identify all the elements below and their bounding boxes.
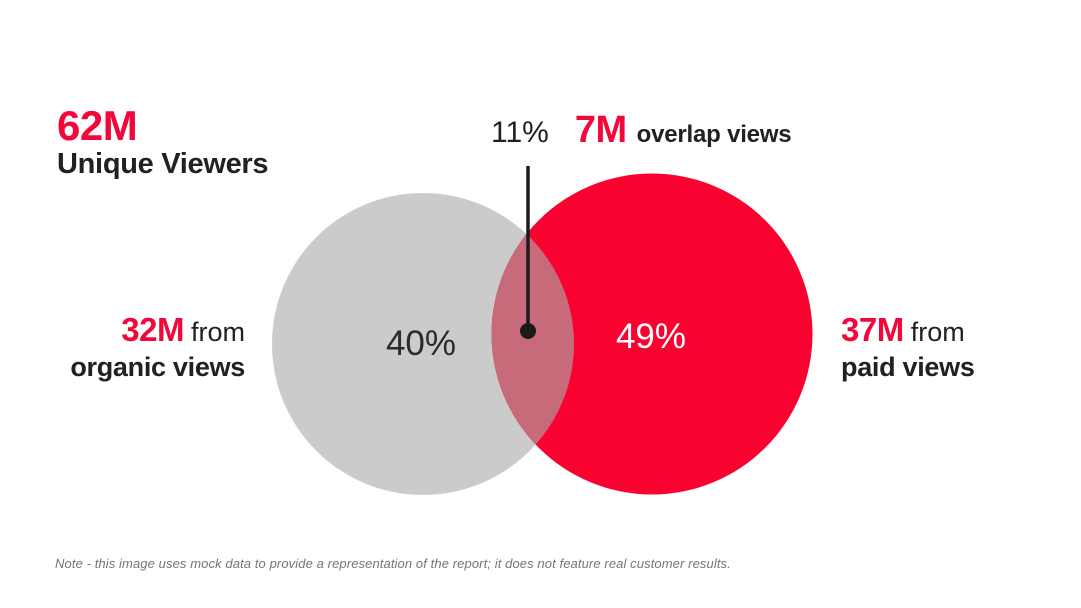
disclaimer-note: Note - this image uses mock data to prov… xyxy=(55,556,731,571)
overlap-annotation: 11% 7M overlap views xyxy=(491,109,792,152)
overlap-connector-dot xyxy=(520,323,536,339)
paid-circle-percent: 49% xyxy=(615,317,687,356)
organic-views-circle xyxy=(272,193,574,495)
organic-views-sublabel: organic views xyxy=(70,352,245,382)
paid-views-sublabel: paid views xyxy=(841,352,975,382)
paid-views-circle xyxy=(491,173,813,495)
total-viewers-value: 62M xyxy=(57,102,138,149)
organic-views-connector: from xyxy=(191,317,245,347)
overlap-percent: 11% xyxy=(491,116,549,149)
paid-views-connector: from xyxy=(910,317,965,347)
overlap-value: 7M xyxy=(574,109,627,151)
organic-views-value: 32M xyxy=(121,311,184,348)
organic-circle-percent: 40% xyxy=(385,324,457,363)
total-viewers-label: Unique Viewers xyxy=(57,148,269,180)
organic-views-label: 32M from organic views xyxy=(70,311,245,383)
title-block: 62M Unique Viewers xyxy=(57,102,269,181)
paid-views-label: 37M from paid views xyxy=(841,311,975,383)
overlap-label: overlap views xyxy=(636,121,792,148)
paid-views-value: 37M xyxy=(841,311,904,348)
